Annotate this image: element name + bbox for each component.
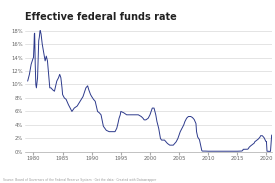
Text: Source: Board of Governors of the Federal Reserve System · Get the data · Create: Source: Board of Governors of the Federa… [3,178,156,182]
Text: Effective federal funds rate: Effective federal funds rate [25,12,177,22]
